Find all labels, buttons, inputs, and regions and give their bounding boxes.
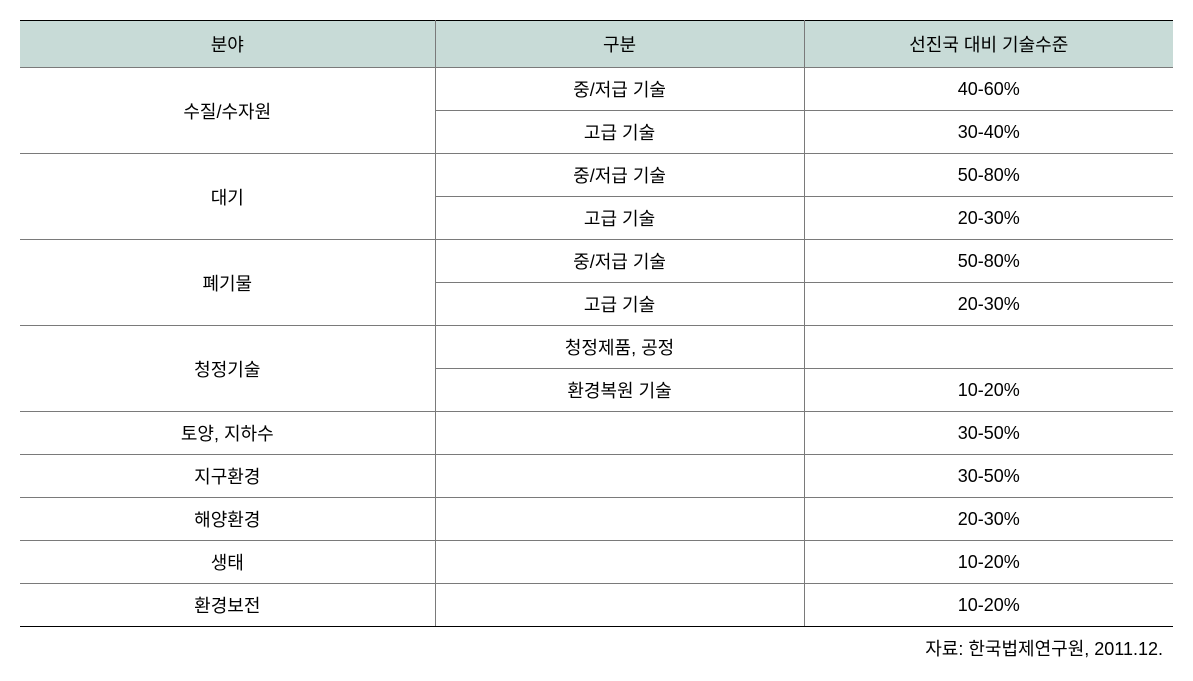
cell-type: 환경복원 기술 bbox=[435, 369, 804, 412]
header-field: 분야 bbox=[20, 21, 435, 68]
cell-field: 폐기물 bbox=[20, 240, 435, 326]
cell-type: 중/저급 기술 bbox=[435, 154, 804, 197]
table-row: 지구환경 30-50% bbox=[20, 455, 1173, 498]
cell-field: 환경보전 bbox=[20, 584, 435, 627]
cell-type: 고급 기술 bbox=[435, 111, 804, 154]
cell-level: 10-20% bbox=[804, 369, 1173, 412]
table-row: 청정기술청정제품, 공정 bbox=[20, 326, 1173, 369]
cell-type bbox=[435, 455, 804, 498]
cell-type: 중/저급 기술 bbox=[435, 68, 804, 111]
cell-field: 지구환경 bbox=[20, 455, 435, 498]
table-row: 수질/수자원중/저급 기술40-60% bbox=[20, 68, 1173, 111]
table-row: 토양, 지하수 30-50% bbox=[20, 412, 1173, 455]
table-row: 대기중/저급 기술50-80% bbox=[20, 154, 1173, 197]
cell-level: 20-30% bbox=[804, 197, 1173, 240]
cell-level: 20-30% bbox=[804, 498, 1173, 541]
table-row: 환경보전 10-20% bbox=[20, 584, 1173, 627]
header-level: 선진국 대비 기술수준 bbox=[804, 21, 1173, 68]
tech-level-table: 분야 구분 선진국 대비 기술수준 수질/수자원중/저급 기술40-60%고급 … bbox=[20, 20, 1173, 627]
cell-type: 중/저급 기술 bbox=[435, 240, 804, 283]
cell-level: 10-20% bbox=[804, 584, 1173, 627]
table-row: 생태 10-20% bbox=[20, 541, 1173, 584]
source-citation: 자료: 한국법제연구원, 2011.12. bbox=[20, 627, 1173, 661]
cell-type bbox=[435, 541, 804, 584]
cell-field: 대기 bbox=[20, 154, 435, 240]
tech-level-table-wrapper: 분야 구분 선진국 대비 기술수준 수질/수자원중/저급 기술40-60%고급 … bbox=[20, 20, 1173, 661]
table-row: 폐기물중/저급 기술50-80% bbox=[20, 240, 1173, 283]
cell-field: 해양환경 bbox=[20, 498, 435, 541]
table-header-row: 분야 구분 선진국 대비 기술수준 bbox=[20, 21, 1173, 68]
cell-type: 고급 기술 bbox=[435, 283, 804, 326]
header-type: 구분 bbox=[435, 21, 804, 68]
cell-type bbox=[435, 584, 804, 627]
cell-field: 생태 bbox=[20, 541, 435, 584]
cell-level: 30-50% bbox=[804, 455, 1173, 498]
cell-level: 30-50% bbox=[804, 412, 1173, 455]
cell-field: 청정기술 bbox=[20, 326, 435, 412]
cell-level: 50-80% bbox=[804, 240, 1173, 283]
cell-type: 청정제품, 공정 bbox=[435, 326, 804, 369]
cell-level bbox=[804, 326, 1173, 369]
cell-field: 수질/수자원 bbox=[20, 68, 435, 154]
cell-level: 10-20% bbox=[804, 541, 1173, 584]
cell-type bbox=[435, 412, 804, 455]
cell-level: 40-60% bbox=[804, 68, 1173, 111]
cell-type: 고급 기술 bbox=[435, 197, 804, 240]
cell-level: 30-40% bbox=[804, 111, 1173, 154]
cell-level: 50-80% bbox=[804, 154, 1173, 197]
table-row: 해양환경 20-30% bbox=[20, 498, 1173, 541]
cell-level: 20-30% bbox=[804, 283, 1173, 326]
cell-type bbox=[435, 498, 804, 541]
cell-field: 토양, 지하수 bbox=[20, 412, 435, 455]
